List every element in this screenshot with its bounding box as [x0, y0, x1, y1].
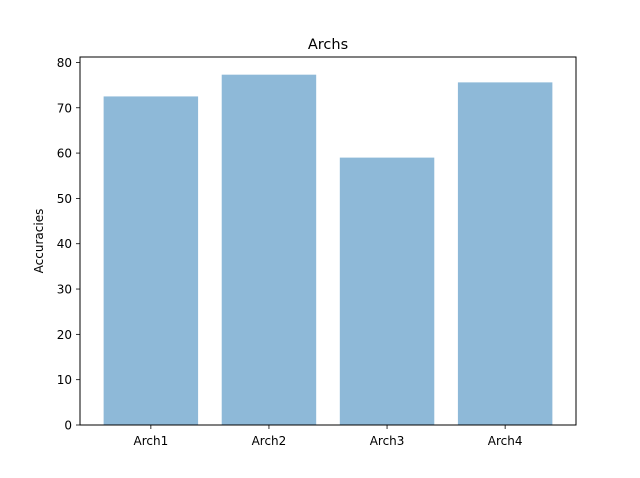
x-tick-label: Arch4 [488, 434, 523, 448]
chart-title: Archs [308, 37, 348, 53]
y-axis: 0 10 20 30 40 50 60 70 80 [57, 56, 80, 433]
y-tick-label: 70 [57, 101, 72, 115]
y-tick-label: 10 [57, 373, 72, 387]
y-tick-label: 60 [57, 147, 72, 161]
y-tick-label: 40 [57, 237, 72, 251]
y-tick-label: 80 [57, 56, 72, 70]
plot-frame [79, 56, 577, 426]
y-axis-label: Accuracies [32, 209, 46, 274]
y-tick-label: 30 [57, 283, 72, 297]
bar-arch4 [457, 82, 553, 426]
bar-arch2 [221, 74, 317, 426]
y-tick-label: 20 [57, 328, 72, 342]
y-tick-label: 0 [64, 419, 72, 433]
x-axis: Arch1 Arch2 Arch3 Arch4 [133, 425, 523, 448]
bar-arch3 [339, 157, 435, 425]
bars-group [103, 74, 553, 426]
x-tick-label: Arch3 [370, 434, 405, 448]
x-tick-label: Arch1 [133, 434, 168, 448]
y-tick-label: 50 [57, 192, 72, 206]
bar-arch1 [103, 96, 199, 425]
x-tick-label: Arch2 [252, 434, 287, 448]
